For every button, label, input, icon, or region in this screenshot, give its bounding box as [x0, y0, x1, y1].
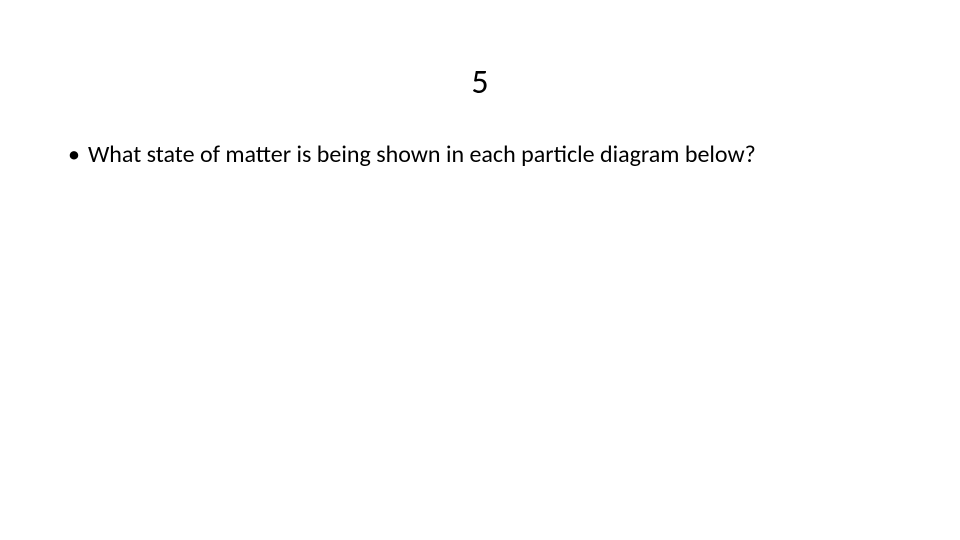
slide: 5 • What state of matter is being shown …: [0, 0, 960, 540]
slide-body: • What state of matter is being shown in…: [68, 140, 892, 170]
bullet-text: What state of matter is being shown in e…: [88, 140, 892, 170]
bullet-marker-icon: •: [68, 140, 80, 170]
bullet-item: • What state of matter is being shown in…: [68, 140, 892, 170]
slide-title: 5: [0, 62, 960, 103]
